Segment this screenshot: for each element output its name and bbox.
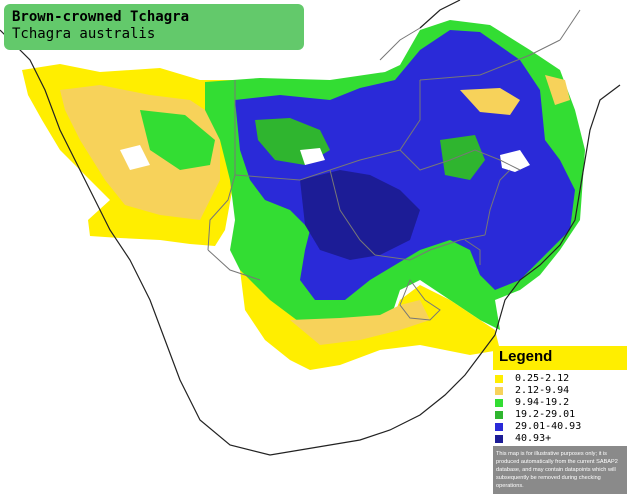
range-south-orange bbox=[290, 300, 430, 345]
legend-header: Legend bbox=[493, 346, 627, 370]
legend-swatch bbox=[495, 375, 503, 383]
legend-label: 40.93+ bbox=[515, 433, 552, 444]
legend-label: 29.01-40.93 bbox=[515, 421, 582, 432]
legend-swatch bbox=[495, 411, 503, 419]
legend-label: 2.12-9.94 bbox=[515, 385, 570, 396]
legend-item: 9.94-19.2 bbox=[493, 397, 627, 409]
legend-item: 0.25-2.12 bbox=[493, 373, 627, 385]
range-dark-blue bbox=[300, 170, 420, 260]
legend-title: Legend bbox=[499, 348, 553, 365]
legend-item: 29.01-40.93 bbox=[493, 421, 627, 433]
legend-swatch bbox=[495, 387, 503, 395]
legend-swatch bbox=[495, 423, 503, 431]
species-common-name: Brown-crowned Tchagra bbox=[12, 9, 190, 25]
legend-item: 2.12-9.94 bbox=[493, 385, 627, 397]
distribution-layer bbox=[22, 20, 585, 370]
disclaimer-text: This map is for illustrative purposes on… bbox=[496, 451, 618, 489]
range-north-orange bbox=[460, 75, 570, 115]
range-green-inner bbox=[255, 118, 485, 180]
range-south-yellow bbox=[240, 270, 500, 370]
range-namibia-green bbox=[140, 110, 215, 170]
legend-item: 19.2-29.01 bbox=[493, 409, 627, 421]
legend-label: 9.94-19.2 bbox=[515, 397, 570, 408]
coastline bbox=[0, 0, 621, 456]
title-panel: Brown-crowned Tchagra Tchagra australis bbox=[4, 4, 304, 50]
species-scientific-name: Tchagra australis bbox=[12, 26, 156, 42]
legend-item: 40.93+ bbox=[493, 433, 627, 445]
legend-swatch bbox=[495, 399, 503, 407]
disclaimer-box: This map is for illustrative purposes on… bbox=[493, 446, 627, 494]
legend-panel: Legend 0.25-2.12 2.12-9.94 9.94-19.2 19.… bbox=[493, 346, 627, 494]
legend-label: 0.25-2.12 bbox=[515, 373, 570, 384]
legend-label: 19.2-29.01 bbox=[515, 409, 576, 420]
country-borders bbox=[207, 9, 581, 321]
legend-swatch bbox=[495, 435, 503, 443]
